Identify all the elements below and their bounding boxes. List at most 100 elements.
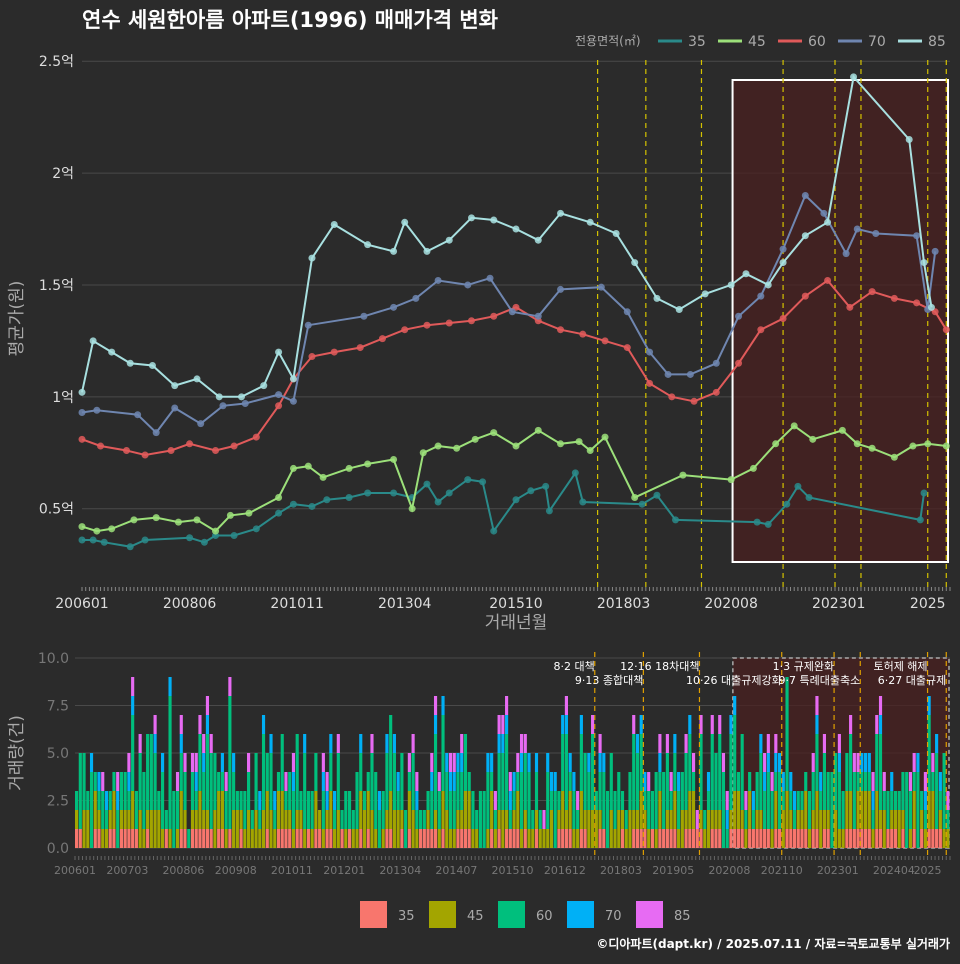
volume-bar-60 xyxy=(306,791,310,829)
data-point-45 xyxy=(942,442,950,450)
data-point-35 xyxy=(764,520,772,528)
volume-bar-35 xyxy=(673,829,677,848)
volume-bar-70 xyxy=(116,791,120,810)
data-point-70 xyxy=(686,370,694,378)
volume-bar-60 xyxy=(448,791,453,829)
data-point-60 xyxy=(801,292,809,300)
volume-bar-45 xyxy=(665,810,669,829)
volume-bar-45 xyxy=(744,829,748,848)
data-point-70 xyxy=(171,404,179,412)
data-point-45 xyxy=(631,494,639,501)
volume-bar-60 xyxy=(97,791,101,810)
volume-bar-60 xyxy=(710,734,714,810)
volume-bar-45 xyxy=(519,829,524,848)
volume-bar-60 xyxy=(153,753,157,810)
volume-bar-60 xyxy=(101,791,105,829)
event-label: 1·3 규제완화 xyxy=(773,660,834,673)
event-label: 8·2 대책 xyxy=(554,660,595,673)
volume-bar-45 xyxy=(258,829,262,848)
volume-bar-35 xyxy=(314,829,318,848)
volume-bar-45 xyxy=(265,791,269,829)
volume-bar-35 xyxy=(815,829,819,848)
data-point-60 xyxy=(230,442,238,450)
volume-bar-45 xyxy=(837,829,841,848)
data-point-60 xyxy=(467,317,475,325)
volume-bar-70 xyxy=(759,734,763,753)
volume-bar-45 xyxy=(280,791,284,829)
volume-bar-45 xyxy=(568,791,572,829)
data-point-85 xyxy=(612,229,620,237)
data-point-70 xyxy=(597,283,605,291)
data-point-70 xyxy=(913,232,921,240)
volume-bar-60 xyxy=(942,753,946,829)
data-point-85 xyxy=(927,303,935,311)
legend-swatch-45 xyxy=(429,901,456,928)
data-point-70 xyxy=(872,229,880,237)
volume-bar-85 xyxy=(658,734,662,753)
volume-bar-85 xyxy=(336,734,340,753)
volume-bar-35 xyxy=(78,829,82,848)
data-point-85 xyxy=(905,136,913,143)
event-label: 6·27 대출규제 xyxy=(878,674,946,687)
volume-bar-45 xyxy=(385,810,389,829)
volume-bar-60 xyxy=(463,734,468,791)
data-point-35 xyxy=(323,496,331,504)
volume-bar-35 xyxy=(194,829,198,848)
volume-bar-60 xyxy=(523,753,527,810)
volume-bar-35 xyxy=(766,829,770,848)
volume-bar-70 xyxy=(452,772,456,791)
volume-bar-45 xyxy=(299,810,303,829)
volume-bar-45 xyxy=(463,791,468,829)
volume-bar-45 xyxy=(542,829,546,848)
volume-bar-45 xyxy=(325,810,329,829)
volume-bar-45 xyxy=(613,829,617,848)
volume-bar-45 xyxy=(149,810,153,848)
volume-bar-70 xyxy=(501,734,505,753)
volume-bar-35 xyxy=(927,829,931,848)
volume-bar-45 xyxy=(250,829,254,848)
volume-bar-60 xyxy=(213,753,217,810)
volume-bar-60 xyxy=(493,810,497,829)
volume-bar-60 xyxy=(142,772,146,829)
data-point-35 xyxy=(920,489,928,497)
volume-bar-60 xyxy=(822,753,827,810)
data-point-70 xyxy=(434,276,442,284)
volume-bar-60 xyxy=(314,753,318,791)
volume-bar-85 xyxy=(718,715,722,734)
volume-bar-45 xyxy=(628,810,632,848)
data-point-45 xyxy=(534,426,542,434)
volume-bar-45 xyxy=(288,810,292,829)
volume-bar-35 xyxy=(426,829,430,848)
data-point-60 xyxy=(824,276,832,284)
volume-bar-70 xyxy=(131,696,135,715)
volume-bar-60 xyxy=(426,791,430,810)
data-point-60 xyxy=(423,321,431,329)
volume-bar-35 xyxy=(108,829,112,848)
volume-bar-35 xyxy=(112,829,116,848)
volume-bar-85 xyxy=(190,753,195,772)
volume-bar-60 xyxy=(123,772,127,810)
volume-bar-35 xyxy=(75,829,79,848)
volume-bar-60 xyxy=(175,791,180,829)
volume-bar-60 xyxy=(718,734,722,810)
volume-bar-60 xyxy=(381,791,385,829)
volume-bar-60 xyxy=(624,810,628,829)
volume-bar-35 xyxy=(826,829,830,848)
volume-bar-35 xyxy=(740,829,744,848)
volume-bar-60 xyxy=(333,810,337,829)
data-point-45 xyxy=(289,464,297,472)
data-point-45 xyxy=(304,462,312,470)
volume-bar-45 xyxy=(314,791,318,829)
data-point-60 xyxy=(167,447,175,455)
volume-bar-85 xyxy=(205,696,210,715)
volume-bar-85 xyxy=(247,753,251,772)
volume-bar-60 xyxy=(452,791,456,829)
volume-bar-35 xyxy=(516,829,520,848)
volume-bar-60 xyxy=(295,734,299,810)
volume-bar-45 xyxy=(86,810,90,848)
volume-bar-85 xyxy=(815,696,819,715)
volume-bar-70 xyxy=(792,791,797,810)
volume-bar-85 xyxy=(875,715,879,734)
data-point-35 xyxy=(783,500,791,508)
volume-bar-60 xyxy=(497,753,501,810)
